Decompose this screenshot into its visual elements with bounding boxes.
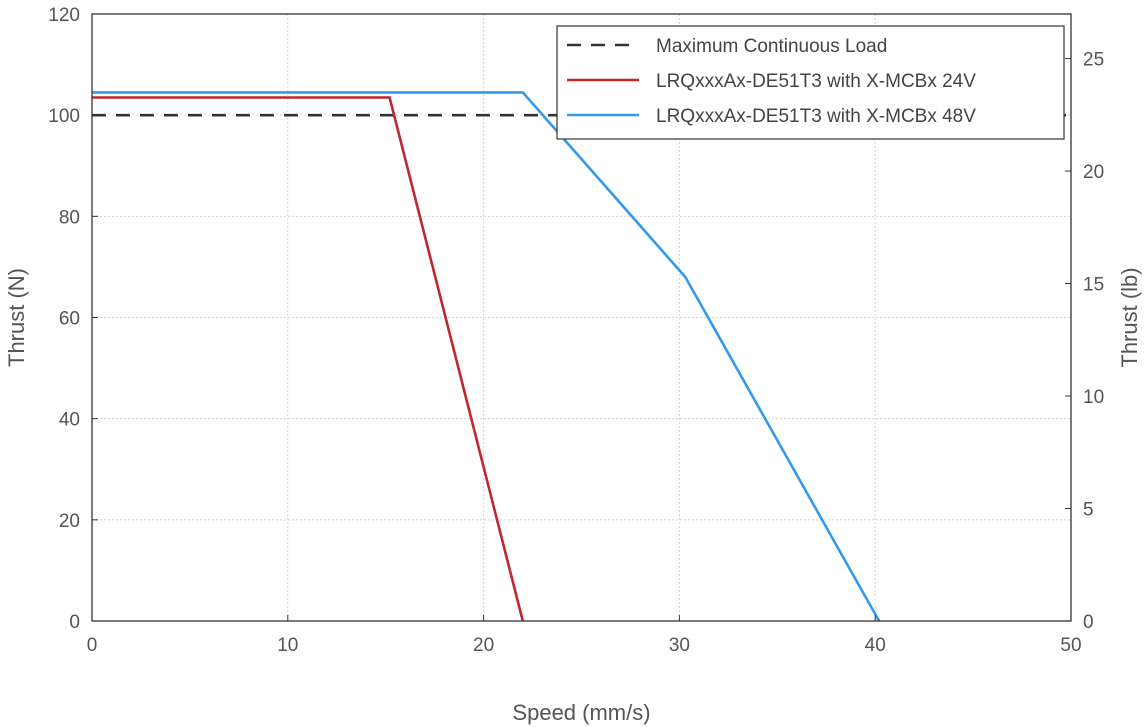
x-tick-label: 20 (473, 635, 494, 656)
y2-tick-label: 5 (1083, 500, 1094, 521)
legend-label-1: Maximum Continuous Load (656, 36, 887, 57)
y2-tick-label: 15 (1083, 275, 1104, 296)
legend-label-3: LRQxxxAx-DE51T3 with X-MCBx 48V (656, 106, 976, 127)
series-line-3 (92, 91, 881, 622)
x-tick-label: 40 (865, 635, 886, 656)
y-tick-label: 0 (69, 612, 80, 633)
x-tick-label: 10 (277, 635, 298, 656)
series-line-2 (92, 96, 525, 622)
y2-axis-title: Thrust (lb) (1117, 267, 1142, 367)
y2-tick-label: 20 (1083, 162, 1104, 183)
legend: Maximum Continuous Load LRQxxxAx-DE51T3 w… (556, 25, 1065, 140)
y2-tick-label: 25 (1083, 50, 1104, 71)
y2-tick-label: 0 (1083, 612, 1094, 633)
y-tick-label: 40 (59, 410, 80, 431)
x-tick-label: 50 (1060, 635, 1081, 656)
y-tick-label: 60 (59, 309, 80, 330)
x-tick-label: 0 (87, 635, 98, 656)
y2-tick-label: 10 (1083, 387, 1104, 408)
x-axis-title: Speed (mm/s) (512, 700, 650, 725)
x-tick-label: 30 (669, 635, 690, 656)
y-tick-label: 80 (59, 207, 80, 228)
y-tick-label: 20 (59, 511, 80, 532)
y-tick-label: 120 (48, 5, 80, 26)
y-tick-label: 100 (48, 106, 80, 127)
legend-label-2: LRQxxxAx-DE51T3 with X-MCBx 24V (656, 71, 976, 92)
legend-box (556, 25, 1065, 140)
y-axis-title: Thrust (N) (4, 268, 29, 367)
